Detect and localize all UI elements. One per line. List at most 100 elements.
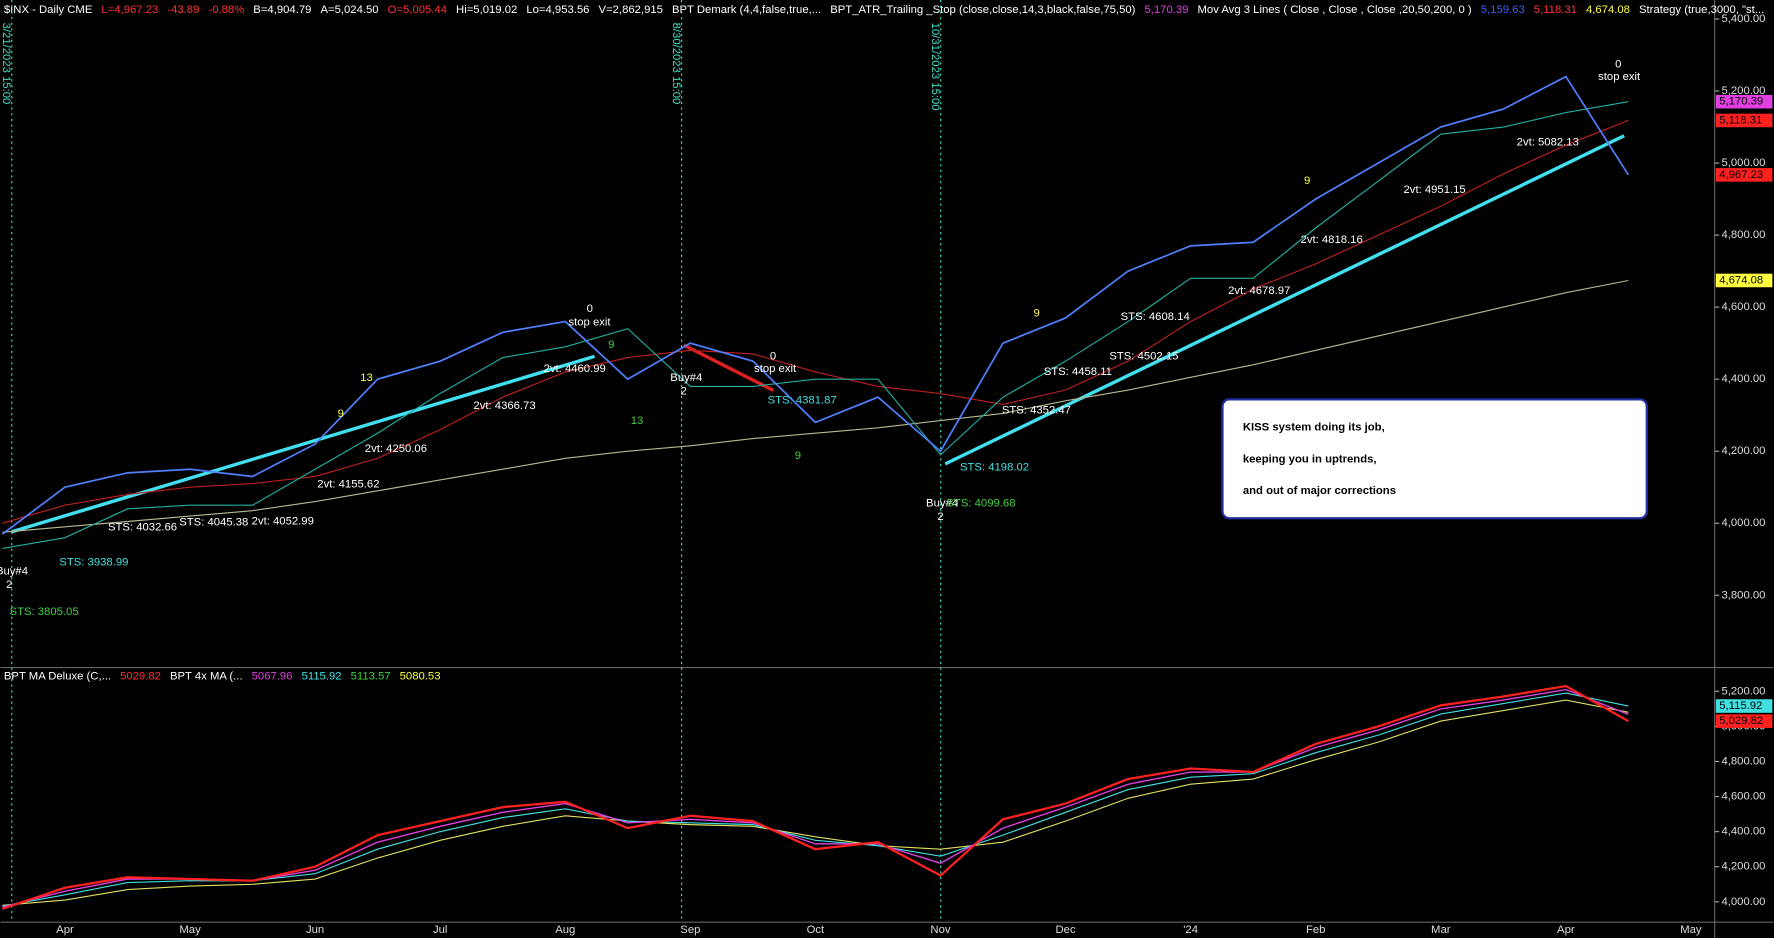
- annotation: 9: [1304, 175, 1310, 187]
- header-text: Mov Avg 3 Lines ( Close , Close , Close …: [1198, 4, 1472, 16]
- x-tick-label: Aug: [555, 924, 575, 936]
- annotation: 2vt: 4818.16: [1301, 234, 1363, 246]
- last-value-box: [1715, 168, 1773, 182]
- x-tick-label: May: [179, 924, 201, 936]
- annotation: STS: 4352.47: [1002, 405, 1071, 417]
- annotation: STS: 4502.15: [1109, 350, 1178, 362]
- annotation: Buy#4: [670, 372, 702, 384]
- annotation: 0: [1615, 58, 1621, 70]
- y-tick-label: 4,800.00: [1721, 755, 1765, 767]
- annotation: 13: [360, 372, 373, 384]
- annotation: 2vt: 4250.06: [365, 443, 427, 455]
- last-value-label: 5,170.39: [1719, 96, 1763, 108]
- y-tick-label: 4,400.00: [1721, 826, 1765, 838]
- series-line: [2, 119, 1629, 524]
- callout-box: [1221, 398, 1648, 520]
- header-text: L=4,967.23: [101, 4, 158, 16]
- y-tick-label: 4,600.00: [1721, 791, 1765, 803]
- header-text: 5,159.63: [1481, 4, 1525, 16]
- last-value-label: 4,674.08: [1719, 274, 1763, 286]
- series-line: [2, 688, 1629, 908]
- marker-label: 3/21/2023 15:00: [0, 23, 12, 105]
- y-tick-label: 5,200.00: [1721, 685, 1765, 697]
- last-value-box: [1715, 699, 1773, 713]
- annotation: 0: [770, 350, 776, 362]
- last-value-label: 5,115.92: [1719, 700, 1762, 712]
- last-value-box: [1715, 714, 1773, 728]
- y-tick-label: 4,000.00: [1721, 896, 1765, 908]
- header-text: Lo=4,953.56: [526, 4, 589, 16]
- annotation: STS: 4032.66: [108, 521, 177, 533]
- annotation: 9: [338, 408, 344, 420]
- annotation: 2vt: 4951.15: [1404, 184, 1466, 196]
- last-value-label: 4,967.23: [1719, 169, 1763, 181]
- y-tick-label: 4,800.00: [1721, 229, 1765, 241]
- annotation: 2vt: 4678.97: [1228, 285, 1290, 297]
- header-text: 5067.96: [252, 671, 293, 683]
- annotation: Buy#4: [0, 565, 28, 577]
- series-line: [2, 699, 1629, 906]
- header-text: 5029.82: [120, 671, 161, 683]
- annotation: STS: 4198.02: [960, 461, 1029, 473]
- x-tick-label: Sep: [680, 924, 700, 936]
- last-value-box: [1715, 113, 1773, 128]
- y-tick-label: 5,000.00: [1721, 157, 1765, 169]
- annotation: STS: 4099.68: [946, 497, 1015, 509]
- last-value-label: 5,029.82: [1719, 715, 1763, 727]
- y-tick-label: 5,400.00: [1721, 13, 1765, 25]
- y-tick-label: 4,600.00: [1721, 301, 1765, 313]
- y-tick-label: 3,800.00: [1721, 589, 1765, 601]
- annotation: STS: 4381.87: [768, 395, 837, 407]
- header-text: Strategy (true,3000, "st...: [1639, 4, 1764, 16]
- x-tick-label: May: [1680, 924, 1702, 936]
- x-tick-label: Mar: [1431, 924, 1451, 936]
- x-tick-label: '24: [1183, 924, 1198, 936]
- annotation: 2vt: 4460.99: [544, 363, 606, 375]
- callout-text: KISS system doing its job,: [1243, 422, 1385, 434]
- marker-label: 8/30/2023 15:00: [670, 23, 682, 105]
- annotation: 9: [795, 450, 801, 462]
- x-tick-label: Jun: [306, 924, 324, 936]
- marker-label: 10/31/2023 15:00: [929, 23, 941, 111]
- series-line: [2, 279, 1629, 533]
- header-text: 4,674.08: [1586, 4, 1630, 16]
- annotation: 9: [608, 339, 614, 351]
- trend-line: [11, 354, 596, 534]
- callout-text: keeping you in uptrends,: [1243, 453, 1377, 465]
- annotation: 2vt: 5082.13: [1517, 137, 1579, 149]
- y-tick-label: 5,200.00: [1721, 85, 1765, 97]
- header-text: Hi=5,019.02: [456, 4, 517, 16]
- y-tick-label: 4,400.00: [1721, 373, 1765, 385]
- x-tick-label: Apr: [1557, 924, 1575, 936]
- header-text: -43.89: [167, 4, 199, 16]
- y-tick-label: 4,000.00: [1721, 517, 1765, 529]
- trend-line: [683, 343, 775, 392]
- header-text: B=4,904.79: [253, 4, 311, 16]
- header-text: 5113.57: [351, 671, 391, 683]
- header-text: 5080.53: [400, 671, 441, 683]
- header-text: BPT_ATR_Trailing _Stop (close,close,14,3…: [830, 4, 1135, 16]
- annotation: stop exit: [1598, 71, 1641, 83]
- series-line: [1, 75, 1630, 535]
- annotation: 2vt: 4366.73: [473, 400, 535, 412]
- annotation: STS: 3805.05: [10, 606, 79, 618]
- annotation: 2vt: 4155.62: [317, 478, 379, 490]
- series-line: [2, 684, 1629, 910]
- y-tick-label: 4,200.00: [1721, 445, 1765, 457]
- callout-text: and out of major corrections: [1243, 485, 1396, 497]
- annotation: 2: [937, 511, 943, 523]
- annotation: 2vt: 4052.99: [252, 516, 314, 528]
- annotation: stop exit: [568, 316, 611, 328]
- last-value-box: [1715, 273, 1773, 288]
- header-text: 5,118.31: [1534, 4, 1577, 16]
- header-text: BPT Demark (4,4,false,true,...: [672, 4, 821, 16]
- x-tick-label: Jul: [433, 924, 447, 936]
- annotation: STS: 4608.14: [1121, 311, 1190, 323]
- header-text: 5,170.39: [1144, 4, 1188, 16]
- annotation: STS: 3938.99: [59, 556, 128, 568]
- annotation: stop exit: [754, 363, 797, 375]
- header-text: O=5,005.44: [388, 4, 447, 16]
- series-line: [2, 692, 1629, 907]
